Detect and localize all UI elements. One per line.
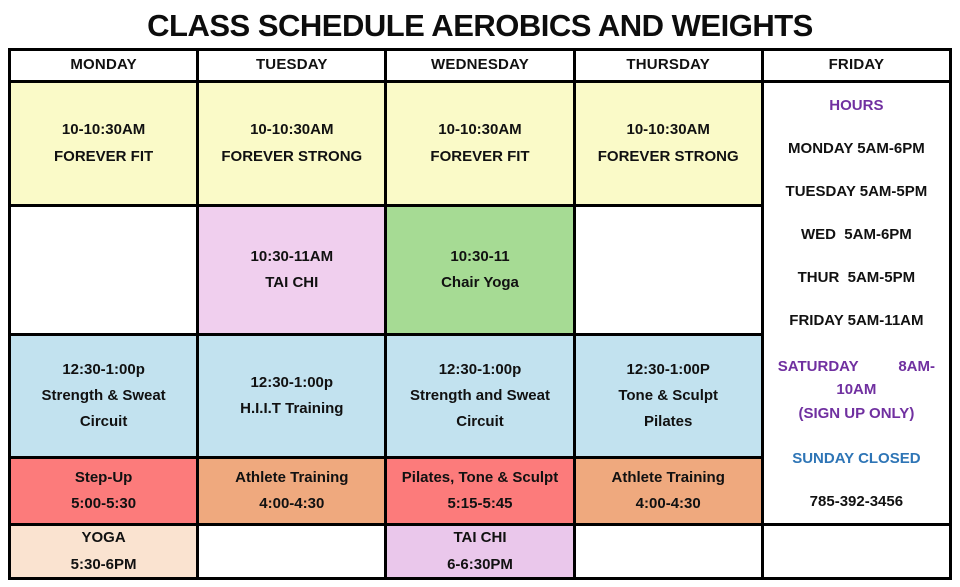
cell-monday-forever-fit: 10-10:30AM FOREVER FIT [11,83,197,204]
class-name: FOREVER FIT [430,147,530,165]
cell-monday-empty-1 [11,207,197,333]
schedule-table: MONDAY TUESDAY WEDNESDAY THURSDAY FRIDAY… [8,48,952,580]
hours-wednesday: WED 5AM-6PM [800,226,912,244]
hours-thursday: THUR 5AM-5PM [797,269,916,287]
cell-monday-strength-sweat: 12:30-1:00p Strength & Sweat Circuit [11,336,197,456]
hours-sunday: SUNDAY CLOSED [792,449,921,467]
page-title: CLASS SCHEDULE AEROBICS AND WEIGHTS [147,8,813,43]
class-name: Step-Up [74,468,133,486]
class-name: FOREVER STRONG [597,147,739,165]
cell-wednesday-tai-chi: TAI CHI 6-6:30PM [387,526,573,577]
class-time: 6-6:30PM [447,555,513,573]
class-name: H.I.I.T Training [240,400,344,417]
saturday-signup-note: (SIGN UP ONLY) [798,404,915,422]
class-time: 12:30-1:00P [626,360,710,378]
cell-tuesday-empty-2 [199,526,385,577]
phone-number: 785-392-3456 [809,493,904,510]
class-name: YOGA [81,529,126,547]
class-name: Athlete Training [235,468,349,486]
cell-tuesday-forever-strong: 10-10:30AM FOREVER STRONG [199,83,385,204]
cell-monday-yoga: YOGA 5:30-6PM [11,526,197,577]
class-time: 10:30-11AM [250,247,334,265]
class-time: 10-10:30AM [438,121,522,139]
class-name: Circuit [79,413,128,431]
class-name: Pilates, Tone & Sculpt [401,468,559,486]
class-time: 5:00-5:30 [71,495,137,512]
saturday-label: SATURDAY [777,358,859,376]
cell-tuesday-athlete-training: Athlete Training 4:00-4:30 [199,459,385,523]
class-time: 4:00-4:30 [635,495,701,512]
class-name: Pilates [644,413,693,431]
hours-monday: MONDAY 5AM-6PM [788,140,925,158]
class-name: Athlete Training [611,468,725,486]
class-time: 4:00-4:30 [259,495,325,512]
column-header-friday: FRIDAY [763,51,949,80]
cell-wednesday-strength-sweat: 12:30-1:00p Strength and Sweat Circuit [387,336,573,456]
class-time: 5:30-6PM [70,555,137,573]
cell-thursday-forever-strong: 10-10:30AM FOREVER STRONG [575,83,761,204]
class-time: 5:15-5:45 [447,495,513,512]
hours-panel: HOURS MONDAY 5AM-6PM TUESDAY 5AM-5PM WED… [763,83,949,523]
cell-wednesday-chair-yoga: 10:30-11 Chair Yoga [387,207,573,333]
cell-thursday-empty-1 [575,207,761,333]
column-header-tuesday: TUESDAY [199,51,385,80]
class-name: TAI CHI [265,274,319,291]
class-name: TAI CHI [453,529,507,547]
class-name: Circuit [456,413,504,431]
class-time: 10-10:30AM [61,121,146,139]
class-time: 12:30-1:00p [250,373,334,391]
hours-friday: FRIDAY 5AM-11AM [789,312,924,330]
saturday-time-start: 8AM- [898,358,935,376]
cell-thursday-empty-2 [575,526,761,577]
hours-tuesday: TUESDAY 5AM-5PM [785,183,928,201]
class-time: 10:30-11 [450,247,510,265]
class-time: 10-10:30AM [250,121,334,139]
hours-title: HOURS [829,97,884,114]
cell-tuesday-hiit: 12:30-1:00p H.I.I.T Training [199,336,385,456]
column-header-monday: MONDAY [11,51,197,80]
cell-thursday-tone-sculpt: 12:30-1:00P Tone & Sculpt Pilates [575,336,761,456]
class-time: 12:30-1:00p [438,360,522,378]
class-name: FOREVER STRONG [221,147,363,165]
column-header-wednesday: WEDNESDAY [387,51,573,80]
class-time: 10-10:30AM [626,121,710,139]
cell-wednesday-forever-fit: 10-10:30AM FOREVER FIT [387,83,573,204]
column-header-thursday: THURSDAY [575,51,761,80]
cell-tuesday-tai-chi: 10:30-11AM TAI CHI [199,207,385,333]
class-time: 12:30-1:00p [62,360,145,378]
saturday-time-end: 10AM [836,381,877,399]
cell-friday-empty [763,526,949,577]
class-name: Tone & Sculpt [618,386,719,404]
cell-monday-step-up: Step-Up 5:00-5:30 [11,459,197,523]
class-name: Strength & Sweat [41,386,166,404]
class-name: FOREVER FIT [54,147,154,165]
class-name: Strength and Sweat [409,386,550,404]
cell-thursday-athlete-training: Athlete Training 4:00-4:30 [575,459,761,523]
cell-wednesday-pilates-tone-sculpt: Pilates, Tone & Sculpt 5:15-5:45 [387,459,573,523]
class-name: Chair Yoga [441,274,519,291]
hours-saturday: SATURDAY 8AM- 10AM (SIGN UP ONLY) [770,355,943,425]
